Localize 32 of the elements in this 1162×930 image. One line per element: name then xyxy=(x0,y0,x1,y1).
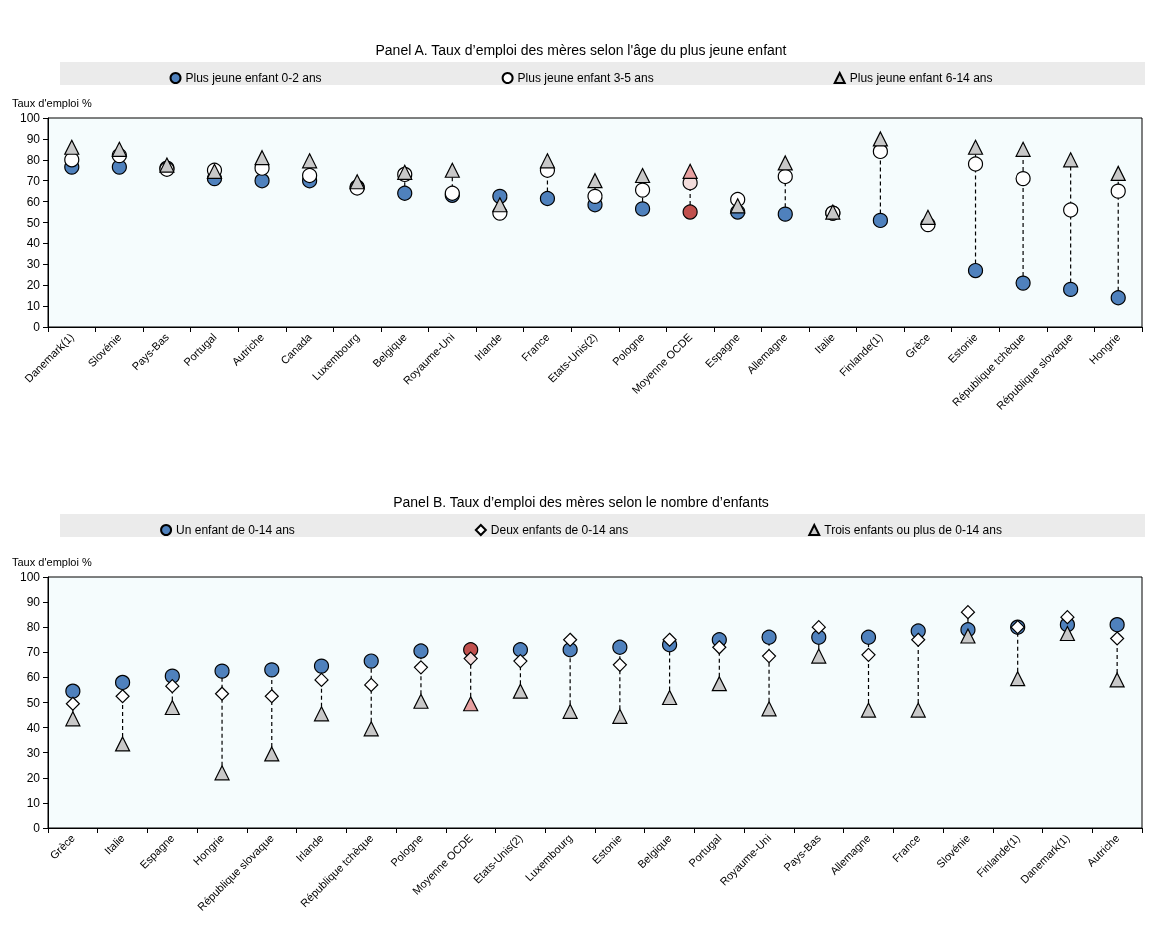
y-tick-label: 100 xyxy=(19,570,41,584)
y-tick-label: 70 xyxy=(26,173,41,188)
y-tick-label: 0 xyxy=(33,821,41,835)
legend-label: Plus jeune enfant 0-2 ans xyxy=(185,71,322,85)
legend-label: Deux enfants de 0-14 ans xyxy=(490,523,629,537)
y-tick-label: 60 xyxy=(26,194,41,209)
y-tick-label: 0 xyxy=(33,320,41,334)
y-tick-label: 30 xyxy=(26,257,41,272)
y-tick-label: 100 xyxy=(19,111,41,125)
y-tick-label: 40 xyxy=(26,720,41,735)
y-axis-title: Taux d'emploi % xyxy=(12,96,92,109)
y-tick-label: 10 xyxy=(26,795,41,810)
y-tick-label: 20 xyxy=(26,278,41,293)
y-tick-label: 80 xyxy=(26,620,41,635)
y-tick-label: 10 xyxy=(26,299,41,314)
chart-title: Panel B. Taux d’emploi des mères selon le nombre d’enfants xyxy=(393,494,769,510)
legend-label: Trois enfants ou plus de 0-14 ans xyxy=(824,523,1002,537)
y-tick-label: 70 xyxy=(26,645,41,660)
y-tick-label: 30 xyxy=(26,745,41,760)
y-tick-label: 90 xyxy=(26,131,41,146)
y-tick-label: 80 xyxy=(26,152,41,167)
legend-label: Plus jeune enfant 3-5 ans xyxy=(517,71,654,85)
chart-title: Panel A. Taux d’emploi des mères selon l'âge du plus jeune enfant xyxy=(375,42,787,58)
y-tick-label: 50 xyxy=(26,215,41,230)
y-tick-label: 60 xyxy=(26,670,41,685)
y-tick-label: 40 xyxy=(26,236,41,251)
y-tick-label: 50 xyxy=(26,695,41,710)
legend-label: Un enfant de 0-14 ans xyxy=(176,523,295,537)
y-axis-title: Taux d'emploi % xyxy=(12,555,92,568)
y-tick-label: 90 xyxy=(26,595,41,610)
legend-label: Plus jeune enfant 6-14 ans xyxy=(849,71,993,85)
y-tick-label: 20 xyxy=(26,770,41,785)
